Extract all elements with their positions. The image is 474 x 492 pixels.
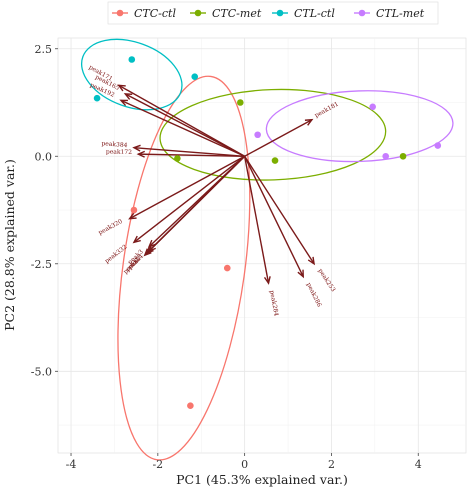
- loading-arrow-peak253: [244, 155, 315, 265]
- point-ctl-met: [434, 142, 442, 149]
- point-ctl-met: [369, 103, 376, 111]
- loading-arrowhead-peak253: [307, 256, 316, 266]
- loading-arrow-peak171: [118, 84, 245, 157]
- point-ctc-met: [399, 152, 407, 160]
- x-tick-label: 4: [415, 458, 422, 471]
- loading-arrowhead-peak332: [132, 235, 141, 244]
- loading-arrowhead-peak384: [132, 144, 141, 152]
- loading-arrowhead-peak286: [297, 269, 304, 279]
- loading-arrows: [117, 84, 316, 285]
- point-ctl-met: [382, 152, 390, 160]
- x-tick-label: -4: [66, 458, 77, 471]
- x-tick-label: 2: [328, 458, 335, 471]
- loading-arrowhead-peak320: [128, 212, 137, 220]
- x-axis-title: PC1 (45.3% explained var.): [176, 472, 348, 487]
- ellipse-ctc-met: [159, 88, 387, 181]
- loading-arrow-peak6: [144, 155, 246, 256]
- point-ctc-ctl: [130, 206, 138, 214]
- confidence-ellipses: [80, 38, 454, 461]
- point-ctc-met: [174, 155, 181, 162]
- legend-key-point-ctl-ctl: [276, 9, 284, 17]
- loading-arrow-peak320: [129, 155, 245, 220]
- loading-arrowhead-peak165: [123, 93, 133, 100]
- legend-key-point-ctl-met: [358, 9, 366, 17]
- point-ctl-ctl: [93, 94, 101, 102]
- y-axis-title: PC2 (28.8% explained var.): [2, 159, 17, 331]
- loading-arrow-peak384: [133, 146, 245, 157]
- loading-arrow-peak332: [133, 155, 246, 243]
- x-axis-ticks: -4 -2 0 2 4: [66, 453, 422, 471]
- x-tick-label: 0: [241, 458, 248, 471]
- loading-arrow-peak165: [124, 93, 245, 157]
- point-ctc-ctl: [223, 264, 231, 272]
- point-ctl-ctl: [191, 73, 199, 81]
- point-ctc-met: [236, 99, 244, 106]
- loading-arrow-peak286: [244, 155, 304, 277]
- loading-arrowhead-peak172: [136, 150, 146, 158]
- legend-label-ctl-met: CTL-met: [376, 7, 425, 20]
- point-ctc-met: [271, 157, 279, 164]
- loading-arrowhead-peak181: [304, 118, 314, 126]
- loading-arrowhead-peak192: [119, 99, 128, 107]
- legend-key-point-ctc-ctl: [116, 9, 124, 17]
- y-tick-label: -2.5: [31, 258, 52, 271]
- point-ctc-ctl: [187, 402, 194, 409]
- legend-key-point-ctc-met: [194, 9, 202, 17]
- loading-arrowhead-peak6: [143, 248, 152, 257]
- y-tick-label: 2.5: [35, 43, 53, 56]
- legend-label-ctc-ctl: CTC-ctl: [134, 7, 176, 20]
- point-ctl-ctl: [128, 56, 136, 63]
- loading-arrow-peak181: [244, 119, 313, 157]
- ellipse-ctl-met: [265, 90, 454, 163]
- legend-label-ctc-met: CTC-met: [212, 7, 262, 20]
- loading-arrowhead-peak284: [263, 276, 271, 285]
- y-axis-ticks: -5.0 -2.5 0.0 2.5: [31, 43, 58, 378]
- y-tick-label: -5.0: [31, 365, 52, 378]
- legend: CTC-ctl CTC-met CTL-ctl CTL-met: [107, 1, 439, 25]
- data-points: [93, 56, 442, 409]
- loading-arrow-peak172: [138, 153, 245, 157]
- loading-label-peak172: peak172: [106, 148, 132, 156]
- x-tick-label: -2: [152, 458, 163, 471]
- y-tick-label: 0.0: [35, 150, 53, 163]
- loading-arrow-peak192: [120, 99, 245, 157]
- loading-label-peak284: peak284: [268, 290, 280, 317]
- ellipse-ctl-ctl: [80, 38, 183, 111]
- loading-arrowhead-peak171: [117, 84, 126, 92]
- loading-label-peak384: peak384: [101, 140, 128, 149]
- loading-arrow-peak284: [243, 156, 270, 284]
- ellipse-ctc-ctl: [117, 75, 251, 461]
- legend-label-ctl-ctl: CTL-ctl: [294, 7, 335, 20]
- point-ctl-met: [254, 131, 261, 139]
